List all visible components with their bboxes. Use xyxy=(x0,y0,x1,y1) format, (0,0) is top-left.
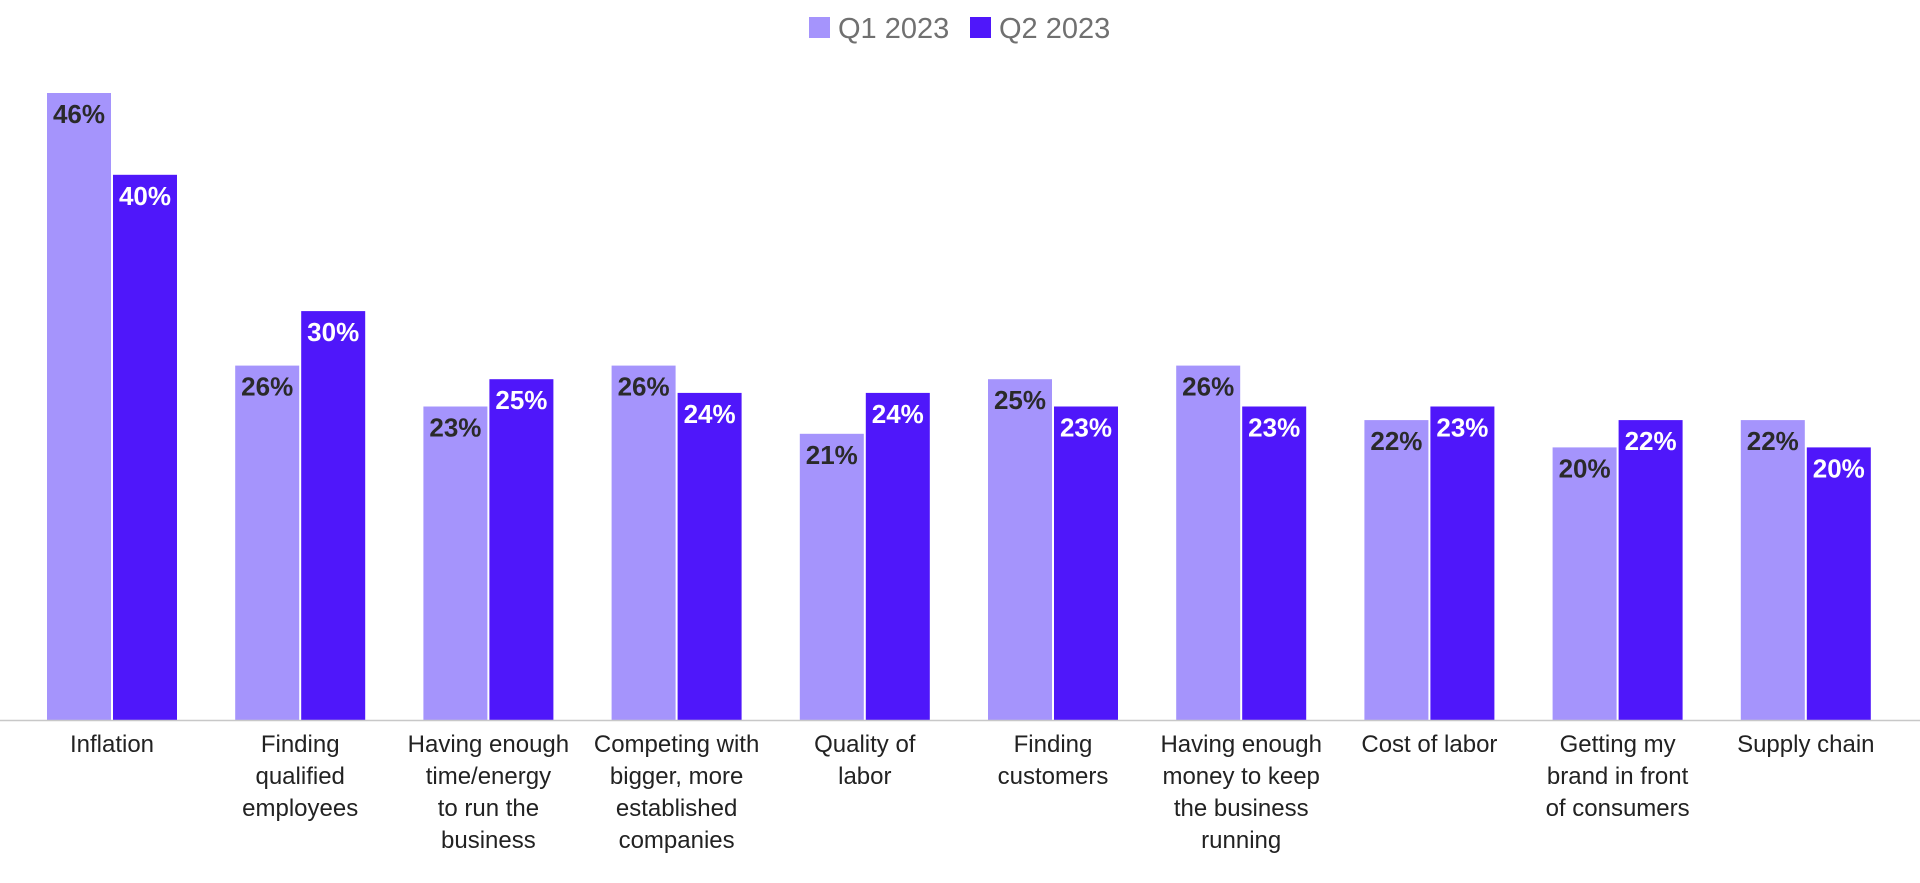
category-labels: Inflation Finding qualified employees Having… xyxy=(70,731,1875,854)
data-label-2-3: 25% xyxy=(495,385,547,415)
legend-swatch-2 xyxy=(970,17,991,38)
category-label-10: Supply chain xyxy=(1737,731,1874,758)
data-label-1-1: 46% xyxy=(53,99,105,129)
data-label-2-6: 23% xyxy=(1060,413,1112,443)
bar-2-8 xyxy=(1430,406,1495,720)
data-label-2-2: 30% xyxy=(307,317,359,347)
bar-1-3 xyxy=(423,406,488,720)
data-label-1-5: 21% xyxy=(806,440,858,470)
category-label-9: Getting my brand in front of consumers xyxy=(1546,731,1690,822)
legend-swatch-1 xyxy=(809,17,830,38)
bar-1-2 xyxy=(235,365,300,720)
category-label-8: Cost of labor xyxy=(1361,731,1497,758)
bar-1-8 xyxy=(1364,420,1429,720)
bar-2-2 xyxy=(301,311,366,720)
category-label-4: Competing with bigger, more established com… xyxy=(594,731,759,854)
data-label-2-10: 20% xyxy=(1813,453,1865,483)
bar-1-5 xyxy=(799,433,864,720)
bar-2-5 xyxy=(865,392,930,720)
bar-1-6 xyxy=(988,379,1052,720)
data-label-1-10: 22% xyxy=(1747,426,1799,456)
bar-2-1 xyxy=(113,174,177,721)
data-label-1-6: 25% xyxy=(994,385,1046,415)
bar-1-1 xyxy=(47,93,111,720)
bar-1-4 xyxy=(611,365,676,720)
data-label-1-4: 26% xyxy=(618,372,670,402)
category-label-3: Having enough time/energy to run the busine… xyxy=(408,731,569,854)
data-label-1-3: 23% xyxy=(429,413,481,443)
bar-2-10 xyxy=(1806,447,1871,720)
data-label-2-1: 40% xyxy=(119,181,171,211)
bar-2-9 xyxy=(1618,420,1683,720)
bar-2-3 xyxy=(489,379,554,720)
data-label-1-2: 26% xyxy=(241,372,293,402)
legend: Q1 2023 Q2 2023 xyxy=(809,13,1110,45)
category-label-6: Finding customers xyxy=(998,731,1109,790)
data-labels: 46% 40% 26% 30% 23% 25% 26% 24% 21% 24% 25% 23% 26% 2… xyxy=(53,99,1865,483)
bar-2-4 xyxy=(677,392,742,720)
bar-2-6 xyxy=(1054,406,1118,720)
category-label-2: Finding qualified employees xyxy=(242,731,358,822)
bar-1-9 xyxy=(1552,447,1617,720)
category-label-5: Quality of labor xyxy=(814,731,916,790)
legend-label-1: Q1 2023 xyxy=(838,13,949,45)
data-label-1-8: 22% xyxy=(1370,426,1422,456)
data-label-2-8: 23% xyxy=(1436,413,1488,443)
data-label-2-9: 22% xyxy=(1625,426,1677,456)
data-label-2-4: 24% xyxy=(684,399,736,429)
bar-2-7 xyxy=(1242,406,1307,720)
category-label-7: Having enough money to keep the business ru… xyxy=(1160,731,1321,854)
data-label-1-7: 26% xyxy=(1182,372,1234,402)
bars xyxy=(47,93,1871,721)
data-label-2-5: 24% xyxy=(872,399,924,429)
category-label-1: Inflation xyxy=(70,731,154,758)
legend-label-2: Q2 2023 xyxy=(999,13,1110,45)
data-label-2-7: 23% xyxy=(1248,413,1300,443)
bar-1-10 xyxy=(1740,420,1805,720)
data-label-1-9: 20% xyxy=(1559,453,1611,483)
bar-1-7 xyxy=(1176,365,1241,720)
